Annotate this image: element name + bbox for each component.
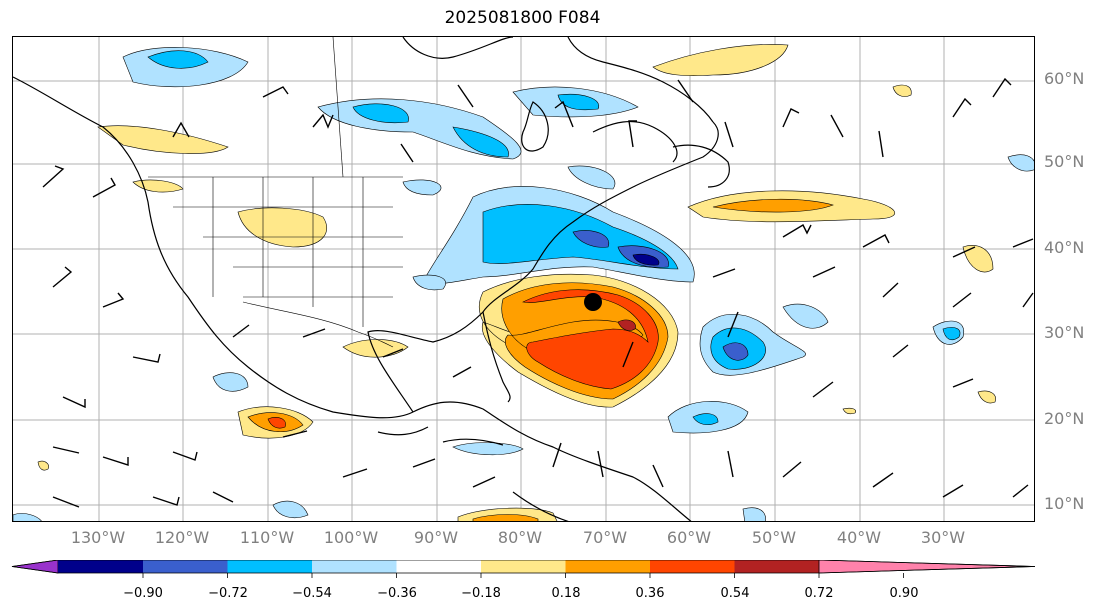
- colorbar-cell: [565, 560, 650, 573]
- lon-label: 80°W: [497, 528, 543, 547]
- colorbar-tick: −0.36: [377, 586, 417, 601]
- lon-label: 130°W: [70, 528, 126, 547]
- lat-label: 20°N: [1044, 409, 1085, 428]
- map-panel: [12, 36, 1035, 522]
- lat-label: 50°N: [1044, 152, 1085, 171]
- colorbar: [11, 560, 1036, 578]
- map-canvas: [13, 37, 1034, 521]
- negative-anomaly-fills: [13, 47, 1034, 521]
- colorbar-tick: 0.90: [889, 586, 919, 601]
- colorbar-tick: 0.36: [635, 586, 665, 601]
- colorbar-tick: −0.54: [292, 586, 332, 601]
- colorbar-cell: [58, 560, 143, 573]
- colorbar-cell: [227, 560, 312, 573]
- wind-barbs: [42, 77, 1034, 508]
- lat-label: 30°N: [1044, 323, 1085, 342]
- colorbar-cell: [734, 560, 819, 573]
- colorbar-tick: −0.18: [461, 586, 501, 601]
- colorbar-cell: [312, 560, 397, 573]
- lon-label: 70°W: [582, 528, 628, 547]
- colorbar-extend-high: [818, 560, 1036, 574]
- lon-label: 110°W: [239, 528, 295, 547]
- storm-center-marker: [584, 293, 602, 311]
- lat-label: 40°N: [1044, 238, 1085, 257]
- lon-label: 90°W: [413, 528, 459, 547]
- lon-label: 30°W: [920, 528, 966, 547]
- lon-label: 50°W: [751, 528, 797, 547]
- colorbar-cell: [481, 560, 566, 573]
- lon-label: 60°W: [666, 528, 712, 547]
- colorbar-cell: [143, 560, 228, 573]
- colorbar-tick: 0.72: [804, 586, 834, 601]
- colorbar-tick: −0.72: [208, 586, 248, 601]
- lon-label: 40°W: [836, 528, 882, 547]
- political-borders: [148, 37, 403, 348]
- colorbar-cell: [650, 560, 735, 573]
- colorbar-tick: −0.90: [123, 586, 163, 601]
- colorbar-tick: 0.18: [551, 586, 581, 601]
- lon-label: 100°W: [323, 528, 379, 547]
- coastlines: [13, 37, 730, 521]
- map-title: 2025081800 F084: [444, 8, 601, 28]
- lat-label: 60°N: [1044, 69, 1085, 88]
- colorbar-tick: 0.54: [720, 586, 750, 601]
- colorbar-extend-low: [11, 560, 59, 574]
- colorbar-outline: [11, 560, 1036, 574]
- lat-label: 10°N: [1044, 494, 1085, 513]
- colorbar-cell: [396, 560, 481, 573]
- lon-label: 120°W: [154, 528, 210, 547]
